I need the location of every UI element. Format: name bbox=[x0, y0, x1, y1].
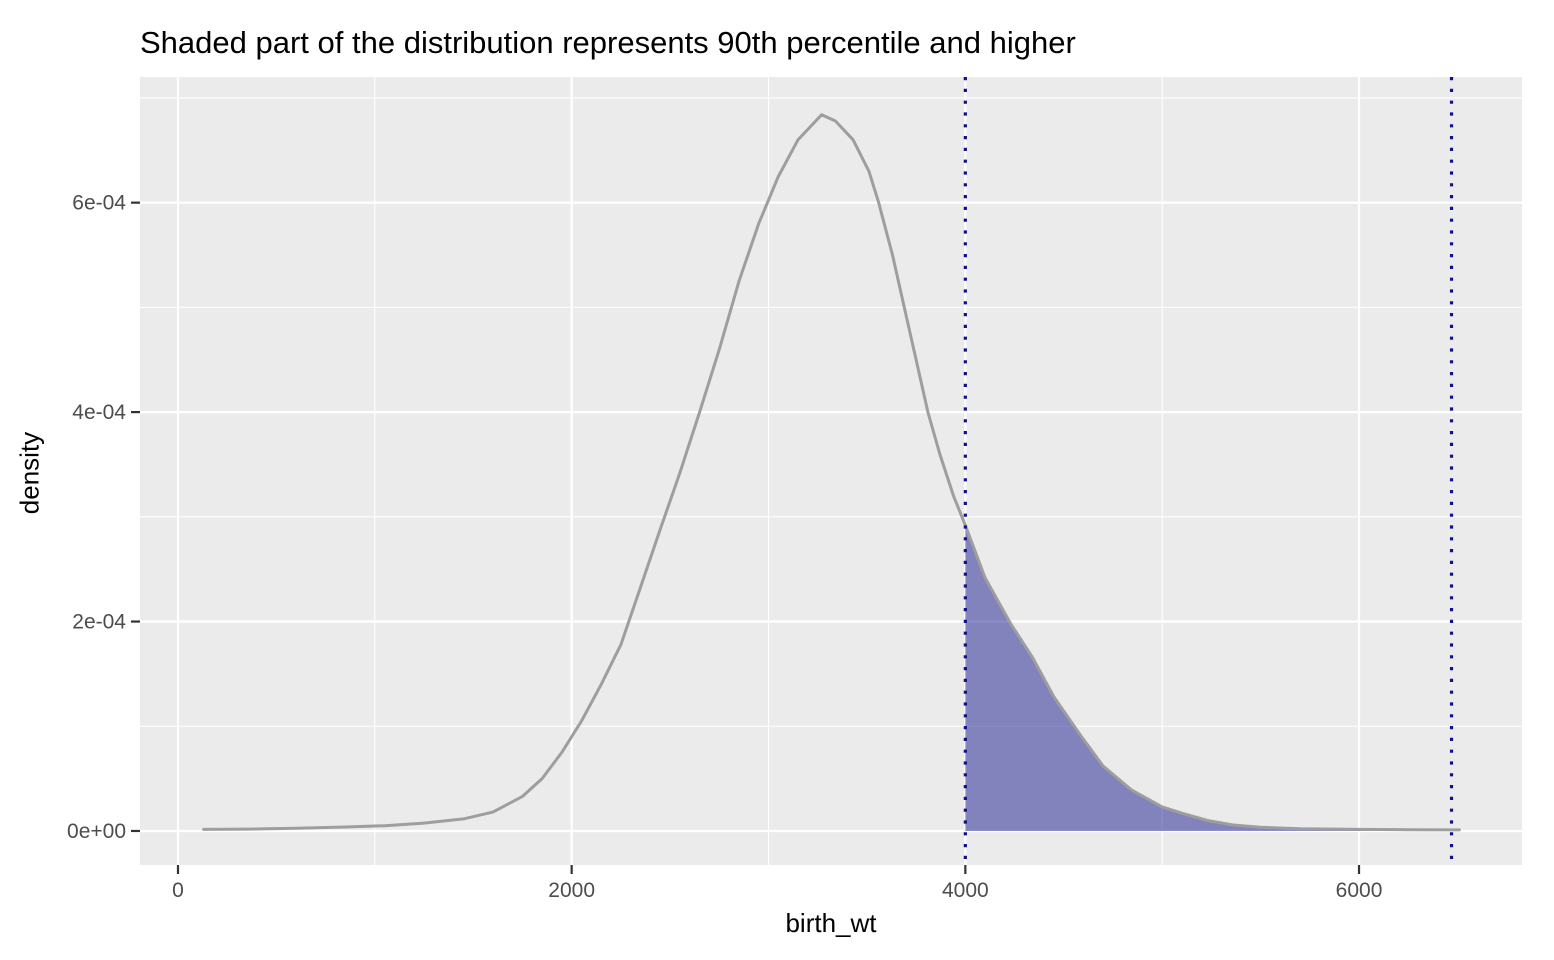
density-curve bbox=[202, 113, 1461, 832]
y-tick-label: 2e-04 bbox=[72, 611, 126, 634]
plot-title: Shaded part of the distribution represen… bbox=[140, 25, 1076, 60]
x-tick-label: 6000 bbox=[1336, 879, 1383, 902]
shaded-area-90th-percentile bbox=[965, 525, 1460, 831]
x-tick-label: 4000 bbox=[942, 879, 989, 902]
y-tick-label: 6e-04 bbox=[72, 192, 126, 215]
x-axis-title: birth_wt bbox=[785, 908, 877, 938]
y-tick-label: 4e-04 bbox=[72, 401, 126, 424]
y-tick-label: 0e+00 bbox=[67, 820, 126, 843]
plot-panel bbox=[140, 77, 1522, 865]
y-axis-title: density bbox=[14, 431, 45, 515]
x-tick-label: 2000 bbox=[548, 879, 595, 902]
x-tick-label: 0 bbox=[172, 879, 184, 902]
